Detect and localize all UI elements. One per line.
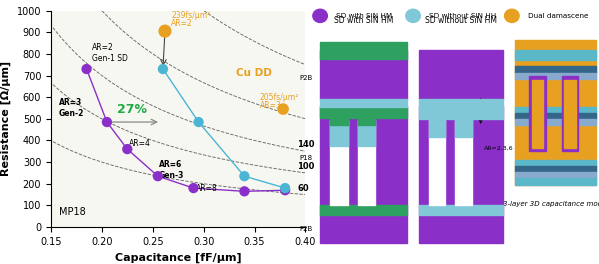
Text: AR=3: AR=3 <box>260 101 282 110</box>
X-axis label: Capacitance [fF/μm]: Capacitance [fF/μm] <box>115 252 241 263</box>
Text: AR=6
Gen-3: AR=6 Gen-3 <box>159 161 184 180</box>
Text: SD without SiN HH: SD without SiN HH <box>429 13 497 19</box>
Bar <box>320 42 407 59</box>
Bar <box>419 205 503 215</box>
Bar <box>530 76 546 151</box>
Text: AR=2: AR=2 <box>171 19 193 28</box>
Bar <box>330 117 347 125</box>
Bar <box>320 106 407 215</box>
Point <box>123 147 132 151</box>
Point <box>279 107 288 111</box>
Bar <box>455 119 472 137</box>
Point <box>102 120 111 124</box>
Point <box>81 67 92 71</box>
Bar <box>320 107 407 118</box>
Bar <box>562 76 578 151</box>
Bar <box>330 120 347 205</box>
Point <box>153 174 163 178</box>
Bar <box>320 50 407 99</box>
Circle shape <box>406 9 420 22</box>
Bar <box>419 106 503 215</box>
Bar <box>455 120 472 205</box>
Text: 100: 100 <box>297 162 314 171</box>
Point <box>189 186 198 190</box>
Bar <box>358 120 375 205</box>
Text: 27%: 27% <box>117 103 147 116</box>
Text: Ru: Ru <box>456 166 465 172</box>
Text: AR=3
Gen-2: AR=3 Gen-2 <box>59 98 84 118</box>
Text: via: via <box>459 131 468 135</box>
Point <box>240 174 249 178</box>
Text: Dual damascene: Dual damascene <box>528 13 588 19</box>
Bar <box>515 172 596 177</box>
Bar <box>330 120 347 146</box>
Text: AR=2,3,6: AR=2,3,6 <box>483 145 513 150</box>
Text: P2B: P2B <box>300 226 313 232</box>
Bar <box>515 40 596 185</box>
Bar <box>320 99 407 107</box>
Bar <box>515 107 596 113</box>
Point <box>160 29 170 33</box>
Bar <box>515 119 596 125</box>
Text: Cu DD: Cu DD <box>236 68 272 78</box>
Bar <box>515 160 596 166</box>
Bar <box>419 50 503 99</box>
Point <box>158 67 168 71</box>
Text: SD without SiN HM: SD without SiN HM <box>425 16 497 25</box>
Text: MP18: MP18 <box>59 207 86 217</box>
Text: AR=8: AR=8 <box>195 184 217 193</box>
Text: P2B: P2B <box>300 75 313 81</box>
Text: 140: 140 <box>297 140 315 149</box>
Bar <box>419 99 503 119</box>
Point <box>193 120 203 124</box>
Circle shape <box>313 9 328 22</box>
Text: P18: P18 <box>300 155 313 161</box>
Bar <box>515 113 596 119</box>
Bar <box>320 215 407 243</box>
Bar <box>532 80 543 148</box>
Bar <box>515 50 596 60</box>
Point <box>240 189 249 194</box>
Y-axis label: Resistance [Ω/μm]: Resistance [Ω/μm] <box>1 61 11 176</box>
Text: 5nm: 5nm <box>483 109 498 113</box>
Bar <box>358 120 375 146</box>
Text: AR=2
Gen-1 SD: AR=2 Gen-1 SD <box>92 43 128 63</box>
Bar <box>515 166 596 172</box>
Bar <box>419 215 503 243</box>
Text: AR=4: AR=4 <box>129 139 151 148</box>
Text: SD with SiN HM: SD with SiN HM <box>336 13 392 19</box>
Bar <box>358 117 375 125</box>
Bar <box>320 205 407 215</box>
Bar <box>515 73 596 79</box>
Bar <box>564 80 576 148</box>
Bar <box>515 177 596 185</box>
Text: AG: AG <box>359 166 368 172</box>
Text: SiO₂: SiO₂ <box>431 131 443 135</box>
Text: 60: 60 <box>297 184 309 193</box>
Point <box>280 188 290 192</box>
Text: SD with SiN HM: SD with SiN HM <box>334 16 394 25</box>
Text: SiN: SiN <box>334 175 344 180</box>
Circle shape <box>504 9 519 22</box>
Bar <box>428 119 446 137</box>
Bar <box>515 67 596 73</box>
Bar <box>428 120 446 205</box>
Point <box>280 186 290 190</box>
Text: 239fs/μm²: 239fs/μm² <box>171 11 210 20</box>
Text: 3-layer 3D capacitance model: 3-layer 3D capacitance model <box>503 201 599 207</box>
Text: 205fs/μm²: 205fs/μm² <box>260 93 299 102</box>
